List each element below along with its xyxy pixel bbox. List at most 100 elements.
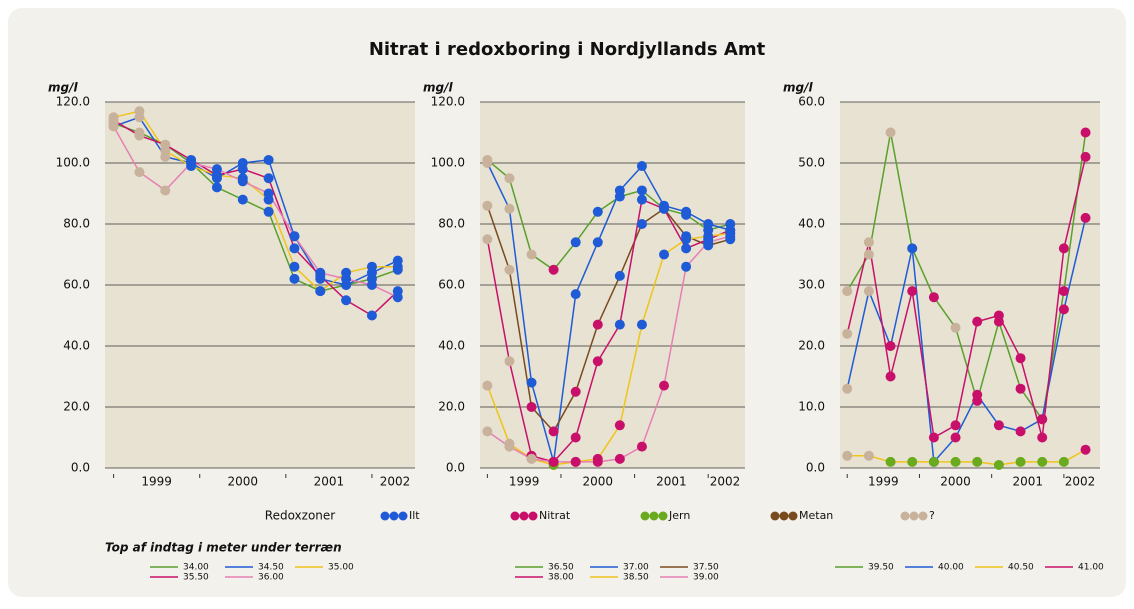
legend-label: Metan <box>799 509 833 522</box>
data-point <box>1058 304 1069 315</box>
legend-marker <box>788 511 798 521</box>
data-point <box>1037 456 1048 467</box>
legend-marker <box>398 511 408 521</box>
data-point <box>863 450 874 461</box>
data-point <box>885 341 896 351</box>
legend-label: 40.00 <box>938 563 964 573</box>
data-point <box>614 319 625 330</box>
legend-marker <box>779 511 789 521</box>
data-point <box>211 182 222 193</box>
data-point <box>592 237 603 248</box>
legend-label: 36.50 <box>548 563 574 573</box>
data-point <box>636 161 647 172</box>
data-point <box>863 286 874 297</box>
legend-label: 39.00 <box>693 573 719 583</box>
legend-label: 35.50 <box>183 573 209 583</box>
data-point <box>263 188 274 199</box>
y-tick-label: 120.0 <box>56 95 90 109</box>
data-point <box>842 328 853 339</box>
data-point <box>570 237 581 248</box>
data-point <box>263 206 274 217</box>
data-point <box>907 243 918 254</box>
data-point <box>636 219 647 229</box>
data-point <box>972 389 983 400</box>
data-point <box>237 164 248 175</box>
data-point <box>972 456 983 467</box>
data-point <box>885 371 896 382</box>
data-point <box>863 237 874 248</box>
data-point <box>504 264 515 275</box>
legend-label: 35.00 <box>328 563 354 573</box>
x-tick-label: 2001 <box>656 475 687 489</box>
x-tick-label: 2001 <box>1013 475 1044 489</box>
data-point <box>504 356 515 367</box>
data-point <box>186 158 197 168</box>
data-point <box>907 456 918 467</box>
y-tick-label: 20.0 <box>63 400 90 414</box>
y-tick-label: 0.0 <box>446 461 465 475</box>
x-tick-label: 2000 <box>940 475 971 489</box>
legend-marker <box>640 511 650 521</box>
data-point <box>392 261 403 272</box>
y-tick-label: 60.0 <box>63 278 90 292</box>
data-point <box>681 206 692 217</box>
data-point <box>659 249 670 260</box>
data-point <box>1080 212 1091 223</box>
data-point <box>614 185 625 196</box>
data-point <box>842 383 853 394</box>
data-point <box>993 459 1004 470</box>
data-point <box>592 319 603 330</box>
redox-legend-title: Redoxzoner <box>265 509 336 523</box>
legend-label: Jern <box>668 509 690 522</box>
y-tick-label: 50.0 <box>798 156 825 170</box>
data-point <box>1015 353 1026 364</box>
data-point <box>972 316 983 327</box>
data-point <box>1058 243 1069 254</box>
data-point <box>1080 151 1091 162</box>
data-point <box>681 261 692 272</box>
data-point <box>907 286 918 297</box>
chart-title: Nitrat i redoxboring i Nordjyllands Amt <box>369 39 766 60</box>
data-point <box>570 386 581 397</box>
y-tick-label: 40.0 <box>63 339 90 353</box>
data-point <box>526 402 537 412</box>
data-point <box>1015 426 1026 437</box>
data-point <box>237 194 248 205</box>
legend-label: Nitrat <box>539 509 571 522</box>
legend-marker <box>900 511 910 521</box>
data-point <box>482 200 493 211</box>
y-tick-label: 80.0 <box>63 217 90 231</box>
data-point <box>885 127 896 138</box>
data-point <box>263 154 274 165</box>
data-point <box>237 176 248 187</box>
data-point <box>526 377 537 388</box>
data-point <box>950 420 961 431</box>
legend-marker <box>510 511 520 521</box>
data-point <box>548 456 559 467</box>
data-point <box>993 420 1004 431</box>
y-tick-label: 40.0 <box>798 217 825 231</box>
legend-marker <box>918 511 928 521</box>
legend-marker <box>389 511 399 521</box>
data-point <box>592 456 603 467</box>
y-tick-label: 100.0 <box>431 156 465 170</box>
data-point <box>341 295 352 306</box>
data-point <box>366 310 377 321</box>
y-tick-label: 20.0 <box>798 339 825 353</box>
data-point <box>482 426 493 437</box>
data-point <box>482 234 493 245</box>
data-point <box>289 273 300 284</box>
data-point <box>160 185 171 196</box>
data-point <box>842 286 853 297</box>
y-tick-label: 0.0 <box>71 461 90 475</box>
data-point <box>263 173 274 184</box>
data-point <box>636 441 647 452</box>
legend-label: 38.50 <box>623 573 649 583</box>
data-point <box>570 289 581 300</box>
legend-label: 34.00 <box>183 563 209 573</box>
data-point <box>526 249 537 260</box>
data-point <box>548 426 559 437</box>
data-point <box>1015 456 1026 467</box>
data-point <box>134 106 145 117</box>
